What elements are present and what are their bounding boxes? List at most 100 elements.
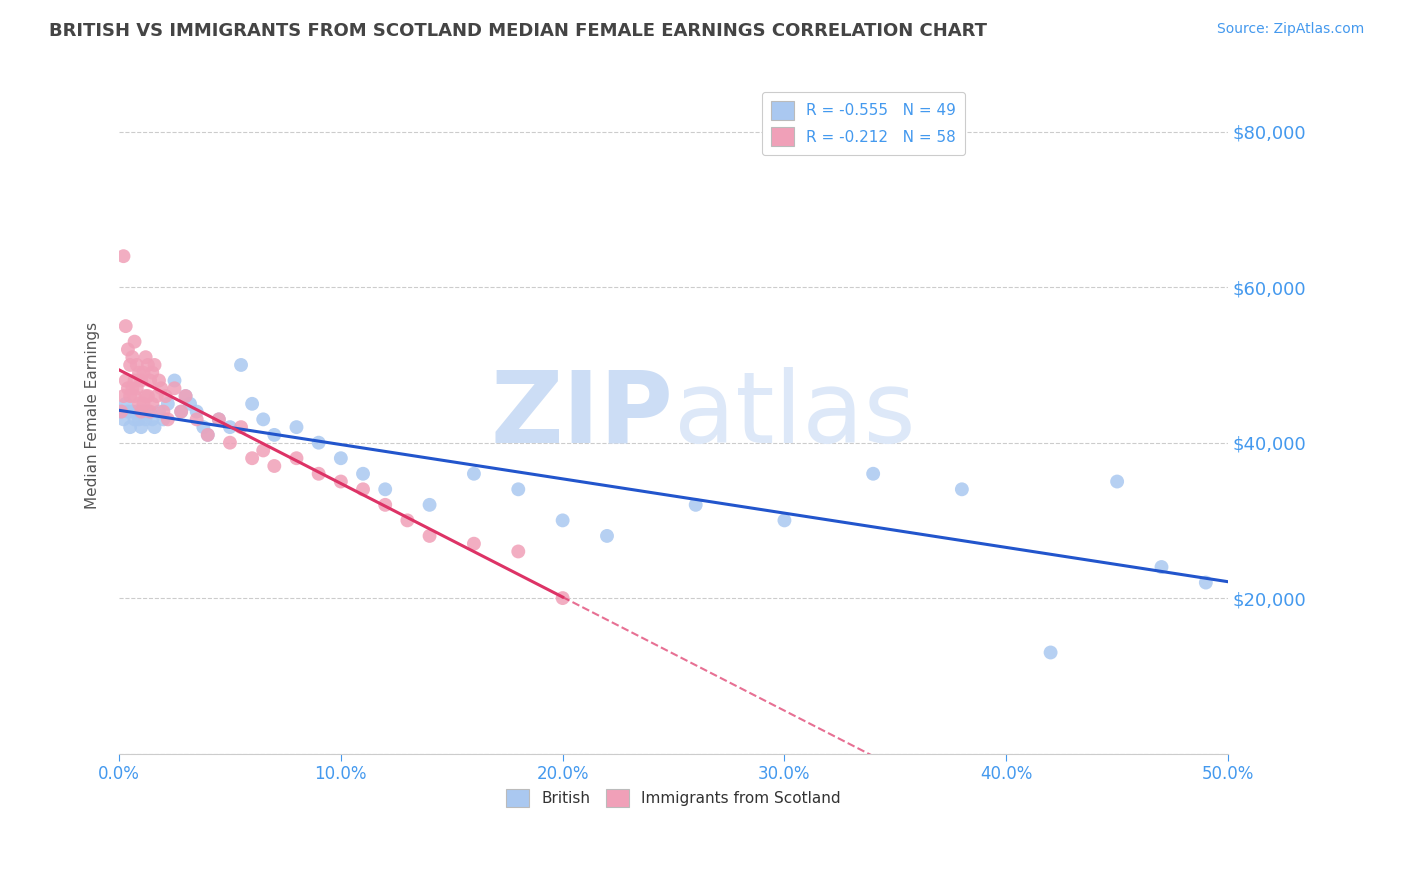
Point xyxy=(135,412,157,426)
Point xyxy=(551,591,574,606)
Point xyxy=(110,404,132,418)
Point xyxy=(396,513,419,527)
Text: BRITISH VS IMMIGRANTS FROM SCOTLAND MEDIAN FEMALE EARNINGS CORRELATION CHART: BRITISH VS IMMIGRANTS FROM SCOTLAND MEDI… xyxy=(49,22,987,40)
Point xyxy=(285,420,308,434)
Point xyxy=(139,374,162,388)
Point xyxy=(596,529,619,543)
Point xyxy=(240,397,263,411)
Point xyxy=(285,451,308,466)
Point xyxy=(1150,560,1173,574)
Point xyxy=(141,366,163,380)
Point xyxy=(114,397,136,411)
Point xyxy=(174,389,197,403)
Point xyxy=(143,358,166,372)
Point xyxy=(240,451,263,466)
Point xyxy=(121,404,143,418)
Point xyxy=(128,412,150,426)
Point xyxy=(329,475,352,489)
Point xyxy=(186,412,208,426)
Point xyxy=(141,397,163,411)
Point xyxy=(148,374,170,388)
Point xyxy=(1107,475,1129,489)
Point xyxy=(197,428,219,442)
Point xyxy=(156,412,179,426)
Point xyxy=(129,374,152,388)
Point xyxy=(170,404,193,418)
Point xyxy=(155,389,177,403)
Point xyxy=(120,420,142,434)
Point xyxy=(124,334,146,349)
Point xyxy=(117,381,139,395)
Point xyxy=(263,458,285,473)
Point xyxy=(121,381,143,395)
Text: atlas: atlas xyxy=(673,367,915,464)
Y-axis label: Median Female Earnings: Median Female Earnings xyxy=(86,322,100,509)
Point xyxy=(773,513,796,527)
Point xyxy=(1039,645,1062,659)
Point xyxy=(120,358,142,372)
Point xyxy=(352,483,374,497)
Point xyxy=(197,428,219,442)
Point xyxy=(117,343,139,357)
Point xyxy=(252,443,274,458)
Point xyxy=(129,404,152,418)
Point xyxy=(125,381,148,395)
Point xyxy=(114,319,136,334)
Point xyxy=(508,483,530,497)
Point xyxy=(463,467,485,481)
Point xyxy=(125,404,148,418)
Point xyxy=(352,467,374,481)
Point xyxy=(208,412,231,426)
Point xyxy=(124,374,146,388)
Point xyxy=(129,420,152,434)
Point xyxy=(128,397,150,411)
Point xyxy=(112,249,135,263)
Point xyxy=(208,412,231,426)
Point xyxy=(136,358,159,372)
Point xyxy=(219,435,242,450)
Legend: British, Immigrants from Scotland: British, Immigrants from Scotland xyxy=(501,782,846,814)
Point xyxy=(120,389,142,403)
Point xyxy=(136,404,159,418)
Point xyxy=(112,389,135,403)
Point xyxy=(128,366,150,380)
Point xyxy=(551,513,574,527)
Point xyxy=(252,412,274,426)
Point xyxy=(135,389,157,403)
Point xyxy=(156,397,179,411)
Point xyxy=(508,544,530,558)
Point xyxy=(136,389,159,403)
Point xyxy=(179,397,201,411)
Point xyxy=(950,483,973,497)
Point xyxy=(148,404,170,418)
Point xyxy=(685,498,707,512)
Point xyxy=(374,483,396,497)
Point xyxy=(124,412,146,426)
Point xyxy=(150,381,173,395)
Point xyxy=(229,420,252,434)
Point xyxy=(219,420,242,434)
Point xyxy=(141,412,163,426)
Point xyxy=(124,389,146,403)
Point xyxy=(112,412,135,426)
Point xyxy=(263,428,285,442)
Point xyxy=(121,350,143,364)
Point xyxy=(145,389,167,403)
Point xyxy=(125,358,148,372)
Text: Source: ZipAtlas.com: Source: ZipAtlas.com xyxy=(1216,22,1364,37)
Point xyxy=(329,451,352,466)
Point xyxy=(132,397,155,411)
Point xyxy=(110,404,132,418)
Point xyxy=(186,404,208,418)
Point xyxy=(163,374,186,388)
Point xyxy=(174,389,197,403)
Point xyxy=(862,467,884,481)
Point xyxy=(152,412,174,426)
Point xyxy=(143,420,166,434)
Point xyxy=(152,404,174,418)
Point xyxy=(1195,575,1218,590)
Point xyxy=(163,381,186,395)
Point xyxy=(139,404,162,418)
Point xyxy=(114,374,136,388)
Point xyxy=(308,435,330,450)
